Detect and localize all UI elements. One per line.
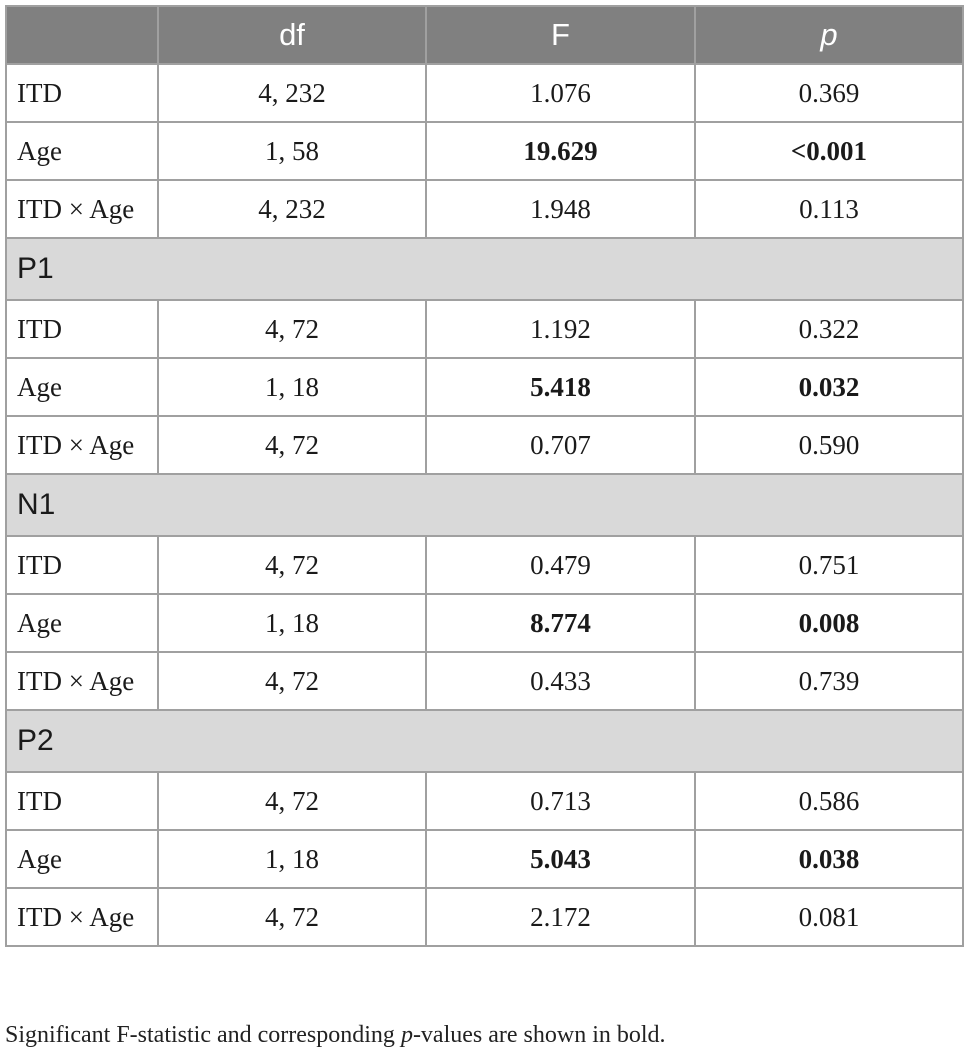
- p-value-cell: 0.322: [694, 299, 964, 359]
- header-cell-f: F: [425, 5, 696, 65]
- f-value-cell: 2.172: [425, 887, 696, 947]
- f-value-cell: 1.192: [425, 299, 696, 359]
- effect-label-cell: Age: [5, 357, 159, 417]
- section-label: N1: [5, 473, 964, 537]
- anova-table: df F p ITD 4, 232 1.076 0.369 Age 1, 58 19.629…: [5, 5, 964, 947]
- table-row: Age 1, 18 8.774 0.008: [5, 593, 964, 653]
- p-value-cell: 0.032: [694, 357, 964, 417]
- df-cell: 1, 58: [157, 121, 427, 181]
- section-label: P1: [5, 237, 964, 301]
- section-label: P2: [5, 709, 964, 773]
- section-row: P1: [5, 237, 964, 301]
- f-value-cell: 5.043: [425, 829, 696, 889]
- effect-label-cell: ITD: [5, 299, 159, 359]
- p-value-cell: 0.369: [694, 63, 964, 123]
- f-value-cell: 0.707: [425, 415, 696, 475]
- table-row: Age 1, 18 5.418 0.032: [5, 357, 964, 417]
- p-value-cell: 0.113: [694, 179, 964, 239]
- table-row: Age 1, 58 19.629 <0.001: [5, 121, 964, 181]
- effect-label-cell: Age: [5, 829, 159, 889]
- f-value-cell: 0.713: [425, 771, 696, 831]
- p-value-cell: 0.081: [694, 887, 964, 947]
- table-footnote: Significant F-statistic and correspondin…: [5, 1022, 666, 1049]
- p-value-cell: 0.739: [694, 651, 964, 711]
- effect-label-cell: ITD: [5, 535, 159, 595]
- footnote-text-after: -values are shown in bold.: [412, 1022, 666, 1048]
- effect-label-cell: ITD × Age: [5, 415, 159, 475]
- df-cell: 4, 72: [157, 771, 427, 831]
- p-value-cell: 0.751: [694, 535, 964, 595]
- p-value-cell: 0.586: [694, 771, 964, 831]
- table-row: ITD 4, 232 1.076 0.369: [5, 63, 964, 123]
- p-value-cell: 0.590: [694, 415, 964, 475]
- f-value-cell: 1.948: [425, 179, 696, 239]
- p-value-cell: 0.038: [694, 829, 964, 889]
- df-cell: 4, 72: [157, 299, 427, 359]
- df-cell: 1, 18: [157, 357, 427, 417]
- table-header: df F p: [5, 5, 964, 65]
- footnote-text-italic: p: [400, 1022, 413, 1048]
- df-cell: 1, 18: [157, 829, 427, 889]
- table-row: ITD × Age 4, 72 0.707 0.590: [5, 415, 964, 475]
- f-value-cell: 19.629: [425, 121, 696, 181]
- header-cell-df: df: [157, 5, 427, 65]
- df-cell: 4, 232: [157, 179, 427, 239]
- header-row: df F p: [5, 5, 964, 65]
- table-row: ITD × Age 4, 232 1.948 0.113: [5, 179, 964, 239]
- f-value-cell: 0.433: [425, 651, 696, 711]
- table-row: ITD × Age 4, 72 2.172 0.081: [5, 887, 964, 947]
- effect-label-cell: ITD: [5, 63, 159, 123]
- table-row: ITD 4, 72 0.713 0.586: [5, 771, 964, 831]
- effect-label-cell: ITD × Age: [5, 887, 159, 947]
- p-value-cell: 0.008: [694, 593, 964, 653]
- f-value-cell: 0.479: [425, 535, 696, 595]
- table-row: ITD 4, 72 1.192 0.322: [5, 299, 964, 359]
- effect-label-cell: ITD: [5, 771, 159, 831]
- header-cell-p: p: [694, 5, 964, 65]
- df-cell: 1, 18: [157, 593, 427, 653]
- df-cell: 4, 72: [157, 415, 427, 475]
- f-value-cell: 8.774: [425, 593, 696, 653]
- footnote-text-before: Significant F-statistic and correspondin…: [5, 1022, 401, 1048]
- df-cell: 4, 232: [157, 63, 427, 123]
- table-row: ITD × Age 4, 72 0.433 0.739: [5, 651, 964, 711]
- f-value-cell: 1.076: [425, 63, 696, 123]
- effect-label-cell: Age: [5, 121, 159, 181]
- df-cell: 4, 72: [157, 651, 427, 711]
- table-body: ITD 4, 232 1.076 0.369 Age 1, 58 19.629 <0.001 I…: [5, 63, 964, 947]
- df-cell: 4, 72: [157, 887, 427, 947]
- effect-label-cell: ITD × Age: [5, 651, 159, 711]
- effect-label-cell: Age: [5, 593, 159, 653]
- table-row: ITD 4, 72 0.479 0.751: [5, 535, 964, 595]
- effect-label-cell: ITD × Age: [5, 179, 159, 239]
- table-row: Age 1, 18 5.043 0.038: [5, 829, 964, 889]
- section-row: N1: [5, 473, 964, 537]
- p-value-cell: <0.001: [694, 121, 964, 181]
- f-value-cell: 5.418: [425, 357, 696, 417]
- section-row: P2: [5, 709, 964, 773]
- df-cell: 4, 72: [157, 535, 427, 595]
- header-cell-empty: [5, 5, 159, 65]
